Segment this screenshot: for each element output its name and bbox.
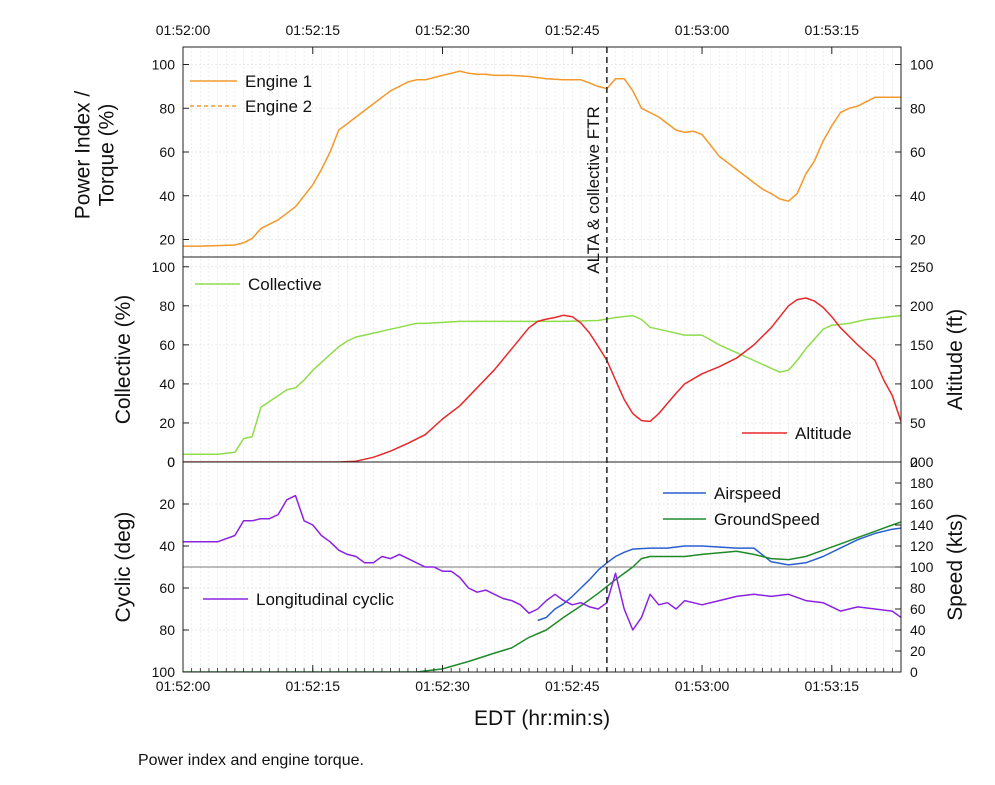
legend-label: Engine 2	[245, 97, 312, 116]
x-tick-label-bottom: 01:53:00	[675, 678, 730, 694]
y-axis-title-line: Power Index /	[72, 91, 95, 220]
y-tick-label-left: 80	[159, 298, 175, 314]
x-tick-label-top: 01:52:30	[415, 22, 470, 38]
legend-label: Engine 1	[245, 72, 312, 91]
y-tick-label-left: 0	[167, 454, 175, 470]
figure-caption: Power index and engine torque.	[138, 752, 364, 769]
y-tick-label-right: 0	[910, 454, 918, 470]
y-tick-label-left: 40	[159, 188, 175, 204]
x-tick-label-bottom: 01:53:15	[805, 678, 860, 694]
y-tick-label-left: 60	[159, 144, 175, 160]
series-line-longitudinal-cyclic	[183, 494, 901, 631]
y-tick-label-left: 60	[159, 580, 175, 596]
y-tick-label-left: 20	[159, 232, 175, 248]
annotation-label: ALTA & collective FTR	[584, 106, 603, 274]
x-tick-label-top: 01:52:00	[156, 22, 211, 38]
y-tick-label-left: 80	[159, 100, 175, 116]
legend-label: Collective	[248, 275, 322, 294]
legend-label: Airspeed	[714, 484, 781, 503]
series-line-engine-2	[183, 70, 901, 247]
y-tick-label-right: 100	[910, 376, 934, 392]
y-tick-label-right: 250	[910, 259, 934, 275]
legend-label: GroundSpeed	[714, 510, 820, 529]
y-axis-title-right: Altitude (ft)	[944, 309, 967, 411]
y-tick-label-right: 20	[910, 643, 926, 659]
y-axis-title-right: Speed (kts)	[944, 513, 967, 620]
y-tick-label-right: 20	[910, 232, 926, 248]
x-tick-label-bottom: 01:52:45	[545, 678, 600, 694]
y-tick-label-right: 150	[910, 337, 934, 353]
y-tick-label-right: 40	[910, 188, 926, 204]
y-tick-label-right: 0	[910, 664, 918, 680]
y-tick-label-left: 20	[159, 496, 175, 512]
y-tick-label-right: 100	[910, 559, 934, 575]
y-tick-label-right: 60	[910, 144, 926, 160]
legend-label: Longitudinal cyclic	[256, 590, 394, 609]
y-axis-title-line: Torque (%)	[96, 104, 119, 207]
y-tick-label-left: 40	[159, 538, 175, 554]
y-axis-title-left: Collective (%)	[112, 295, 135, 425]
y-axis-title-left: Cyclic (deg)	[112, 512, 135, 623]
x-axis-title: EDT (hr:min:s)	[474, 707, 610, 730]
y-tick-label-right: 40	[910, 622, 926, 638]
y-tick-label-right: 180	[910, 475, 934, 491]
y-tick-label-right: 200	[910, 454, 934, 470]
x-tick-label-top: 01:52:45	[545, 22, 600, 38]
y-tick-label-left: 100	[152, 57, 176, 73]
y-tick-label-left: 100	[152, 664, 176, 680]
x-tick-label-bottom: 01:52:30	[415, 678, 470, 694]
x-tick-label-top: 01:53:00	[675, 22, 730, 38]
grid-layer	[182, 47, 902, 672]
y-tick-label-right: 140	[910, 517, 934, 533]
legend-label: Altitude	[795, 424, 852, 443]
y-tick-label-right: 200	[910, 298, 934, 314]
y-tick-label-right: 160	[910, 496, 934, 512]
y-tick-label-right: 80	[910, 100, 926, 116]
y-tick-label-right: 80	[910, 580, 926, 596]
y-tick-label-right: 60	[910, 601, 926, 617]
x-tick-label-bottom: 01:52:00	[156, 678, 211, 694]
y-tick-label-right: 120	[910, 538, 934, 554]
series-line-airspeed	[537, 527, 901, 622]
y-tick-label-left: 100	[152, 259, 176, 275]
y-tick-label-left: 40	[159, 376, 175, 392]
y-tick-label-right: 100	[910, 57, 934, 73]
series-layer	[183, 70, 901, 672]
x-tick-label-bottom: 01:52:15	[286, 678, 341, 694]
y-tick-label-left: 20	[159, 415, 175, 431]
x-tick-label-top: 01:52:15	[286, 22, 341, 38]
series-line-collective	[183, 314, 901, 455]
series-line-groundspeed	[183, 521, 901, 672]
text-layer: 01:52:00 01:52:00 01:52:15 01:52:15 01:52:30…	[72, 22, 968, 730]
series-line-altitude	[183, 297, 901, 462]
y-tick-label-left: 80	[159, 622, 175, 638]
y-tick-label-left: 60	[159, 337, 175, 353]
y-axis-title-left: Power Index /Torque (%)	[72, 91, 119, 220]
x-tick-label-top: 01:53:15	[805, 22, 860, 38]
frame-layer	[182, 46, 902, 673]
y-tick-label-right: 50	[910, 415, 926, 431]
y-tick-label-left: 0	[167, 454, 175, 470]
